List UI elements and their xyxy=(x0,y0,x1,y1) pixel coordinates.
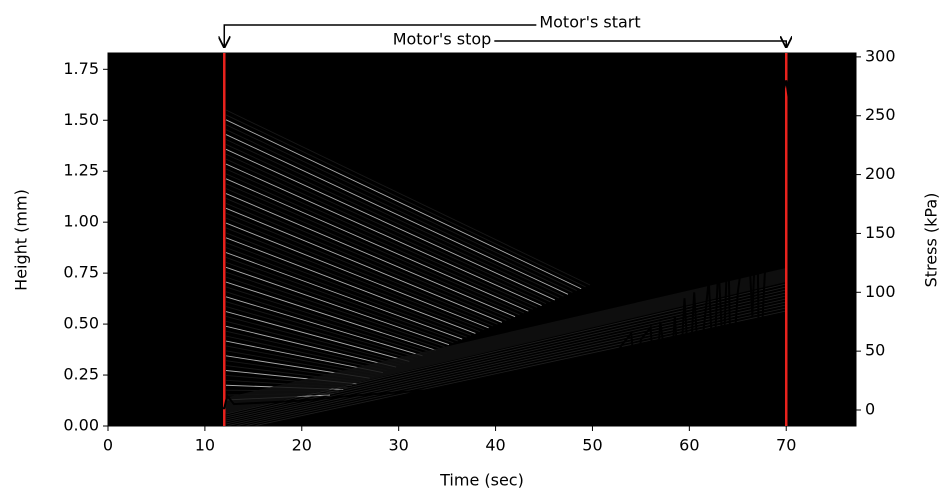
image-streak xyxy=(225,198,511,319)
image-streak xyxy=(225,232,480,333)
image-streak xyxy=(225,266,450,346)
y-tick-label: 1.50 xyxy=(63,110,99,129)
x-tick-label: 50 xyxy=(582,436,602,455)
image-streak xyxy=(225,153,551,303)
image-band xyxy=(224,268,786,414)
y-tick-label: 0.00 xyxy=(63,416,99,435)
y2-tick-label: 150 xyxy=(865,223,896,242)
y-axis-label: Height (mm) xyxy=(12,189,31,291)
x-tick-label: 30 xyxy=(388,436,408,455)
background-image xyxy=(108,53,856,426)
image-streak xyxy=(225,139,564,297)
x-tick-label: 70 xyxy=(776,436,796,455)
image-streak xyxy=(225,261,454,344)
y2-tick-label: 200 xyxy=(865,164,896,183)
image-streak xyxy=(225,276,441,349)
image-streak xyxy=(225,306,414,361)
image-streak xyxy=(225,320,401,366)
image-streaks xyxy=(225,109,787,426)
image-streak xyxy=(225,330,392,370)
image-streak xyxy=(225,291,428,355)
image-streak xyxy=(225,222,489,329)
x-axis-label: Time (sec) xyxy=(439,471,524,490)
y2-axis-label: Stress (kPa) xyxy=(922,193,941,288)
image-streak xyxy=(225,301,419,359)
image-streak xyxy=(225,227,485,331)
image-streak xyxy=(225,271,445,347)
image-streak xyxy=(225,207,503,323)
image-streak xyxy=(225,148,555,301)
annotation-text: Motor's stop xyxy=(393,30,492,49)
image-streak xyxy=(225,242,472,336)
image-streak xyxy=(225,183,525,314)
y2-tick-label: 100 xyxy=(865,282,896,301)
x-tick-label: 0 xyxy=(103,436,113,455)
stress-line xyxy=(108,80,856,410)
plot-frame xyxy=(107,52,857,427)
image-streak xyxy=(225,296,423,357)
image-streak xyxy=(225,247,467,338)
image-streak xyxy=(225,316,406,364)
y-tick-label: 1.00 xyxy=(63,212,99,231)
annotation-arrow xyxy=(224,24,537,47)
y-tick-label: 0.25 xyxy=(63,365,99,384)
image-streak xyxy=(225,252,463,340)
image-streak xyxy=(225,173,533,310)
image-streak xyxy=(225,217,494,327)
y2-tick-label: 0 xyxy=(865,399,875,418)
image-streak xyxy=(225,178,529,312)
image-streak xyxy=(225,202,507,321)
image-streak xyxy=(225,134,569,295)
image-streak xyxy=(225,129,573,293)
image-streak xyxy=(225,281,436,351)
image-streak xyxy=(225,257,458,342)
image-streak xyxy=(225,119,582,290)
x-tick-label: 20 xyxy=(292,436,312,455)
x-tick-label: 40 xyxy=(485,436,505,455)
x-tick-label: 60 xyxy=(679,436,699,455)
image-streak xyxy=(225,212,498,325)
image-streak xyxy=(225,168,538,308)
y-tick-label: 1.25 xyxy=(63,161,99,180)
image-streak xyxy=(225,237,476,334)
y2-tick-label: 50 xyxy=(865,341,885,360)
image-noise xyxy=(108,53,856,426)
y-tick-label: 0.50 xyxy=(63,314,99,333)
annotation-arrow xyxy=(494,41,786,47)
image-streak xyxy=(225,163,542,306)
image-streak xyxy=(225,158,547,305)
y2-tick-label: 250 xyxy=(865,105,896,124)
image-streak xyxy=(225,311,410,362)
image-streak xyxy=(225,193,516,318)
image-streak xyxy=(225,114,586,288)
image-streak xyxy=(225,286,432,353)
x-tick-label: 10 xyxy=(195,436,215,455)
image-streak xyxy=(225,124,577,292)
y-tick-label: 1.75 xyxy=(63,59,99,78)
image-streak xyxy=(225,335,388,372)
image-streak xyxy=(225,143,560,299)
y2-tick-label: 300 xyxy=(865,46,896,65)
image-streak xyxy=(225,325,397,368)
image-streak xyxy=(225,188,520,316)
y-tick-label: 0.75 xyxy=(63,263,99,282)
image-streak xyxy=(225,109,591,286)
annotation-text: Motor's start xyxy=(539,13,640,32)
